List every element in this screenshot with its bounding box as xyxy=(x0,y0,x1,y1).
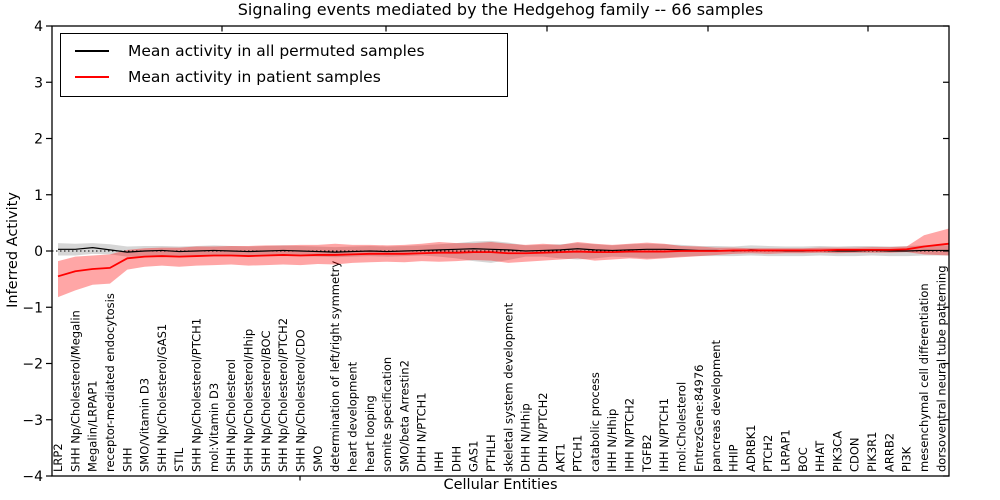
y-tick-label: 2 xyxy=(34,132,43,148)
legend-item-patient: Mean activity in patient samples xyxy=(75,68,501,86)
category-label: somite specification xyxy=(380,357,394,472)
category-label: ARRB2 xyxy=(882,433,896,472)
category-label: mol:Cholesterol xyxy=(675,382,689,472)
category-label: SHH Np/Cholesterol/CDO xyxy=(293,329,307,472)
chart-title: Signaling events mediated by the Hedgeho… xyxy=(237,0,764,19)
category-label: CDON xyxy=(848,437,862,472)
category-label: SHH Np/Cholesterol xyxy=(224,359,238,472)
category-label: catabolic process xyxy=(588,372,602,472)
category-label: SHH Np/Cholesterol/Hhip xyxy=(242,329,256,472)
category-label: PTCH2 xyxy=(761,435,775,472)
legend-label-patient: Mean activity in patient samples xyxy=(128,68,381,86)
category-label: SHH Np/Cholesterol/GAS1 xyxy=(155,324,169,472)
x-axis-title: Cellular Entities xyxy=(443,477,558,493)
legend: Mean activity in all permuted samples Me… xyxy=(60,33,508,97)
category-label: HHAT xyxy=(813,440,827,472)
category-label: ADRBK1 xyxy=(744,425,758,472)
category-label: EntrezGene:84976 xyxy=(692,365,706,472)
category-label: pancreas development xyxy=(709,339,723,472)
category-label: determination of left/right symmetry xyxy=(328,261,342,472)
category-label: SHH Np/Cholesterol/BOC xyxy=(259,330,273,472)
category-label: skeletal system development xyxy=(501,302,515,472)
category-label: mol:Vitamin D3 xyxy=(207,383,221,472)
category-label: SMO/Vitamin D3 xyxy=(138,378,152,472)
category-label: HHIP xyxy=(726,444,740,472)
category-label: AKT1 xyxy=(553,443,567,472)
category-label: LRPAP1 xyxy=(778,429,792,472)
category-label: receptor-mediated endocytosis xyxy=(103,293,117,472)
category-label: DHH N/PTCH2 xyxy=(536,392,550,472)
category-label: Megalin/LRPAP1 xyxy=(86,380,100,472)
category-label: IHH xyxy=(432,451,446,472)
category-label: dorsoventral neural tube patterning xyxy=(934,265,948,472)
category-label: SHH xyxy=(120,447,134,472)
category-label: IHH N/Hhip xyxy=(605,409,619,472)
category-label: SHH Np/Cholesterol/PTCH1 xyxy=(190,318,204,472)
category-label: SHH Np/Cholesterol/Megalin xyxy=(68,310,82,472)
category-label: PIK3R1 xyxy=(865,432,879,473)
category-label: mesenchymal cell differentiation xyxy=(917,283,931,472)
category-label: SMO xyxy=(311,446,325,472)
legend-item-permuted: Mean activity in all permuted samples xyxy=(75,42,501,60)
patient-line-sample xyxy=(75,76,109,78)
category-label: heart looping xyxy=(363,395,377,472)
category-label: SMO/beta Arrestin2 xyxy=(397,360,411,472)
y-tick-label: −4 xyxy=(22,469,43,485)
category-label: DHH N/PTCH1 xyxy=(415,392,429,472)
category-label: PTHLH xyxy=(484,434,498,472)
permuted-line-sample xyxy=(75,50,109,52)
category-label: GAS1 xyxy=(467,441,481,472)
category-label: PIK3CA xyxy=(830,431,844,472)
category-label: STIL xyxy=(172,447,186,472)
y-tick-label: −1 xyxy=(22,300,43,316)
y-tick-label: 3 xyxy=(34,75,43,91)
category-label: PTCH1 xyxy=(571,435,585,472)
category-label: DHH N/Hhip xyxy=(519,403,533,472)
category-label: PI3K xyxy=(900,446,914,472)
y-tick-label: 4 xyxy=(34,19,43,35)
category-label: BOC xyxy=(796,447,810,472)
plot-frame xyxy=(51,25,950,477)
category-label: SHH Np/Cholesterol/PTCH2 xyxy=(276,318,290,472)
y-tick-label: 0 xyxy=(34,244,43,260)
category-label: IHH N/PTCH1 xyxy=(657,398,671,472)
y-axis-title: Inferred Activity xyxy=(5,192,21,308)
legend-label-permuted: Mean activity in all permuted samples xyxy=(128,42,425,60)
permuted-band xyxy=(58,240,949,263)
category-label: DHH xyxy=(449,446,463,472)
category-label: heart development xyxy=(345,361,359,472)
category-label: IHH N/PTCH2 xyxy=(623,398,637,472)
category-label: LRP2 xyxy=(51,443,65,472)
y-tick-label: −3 xyxy=(22,413,43,429)
patient-mean-line xyxy=(57,242,950,278)
y-tick-label: −2 xyxy=(22,357,43,373)
patient-band xyxy=(58,228,949,298)
y-tick-label: 1 xyxy=(34,188,43,204)
category-label: TGFB2 xyxy=(640,434,654,473)
